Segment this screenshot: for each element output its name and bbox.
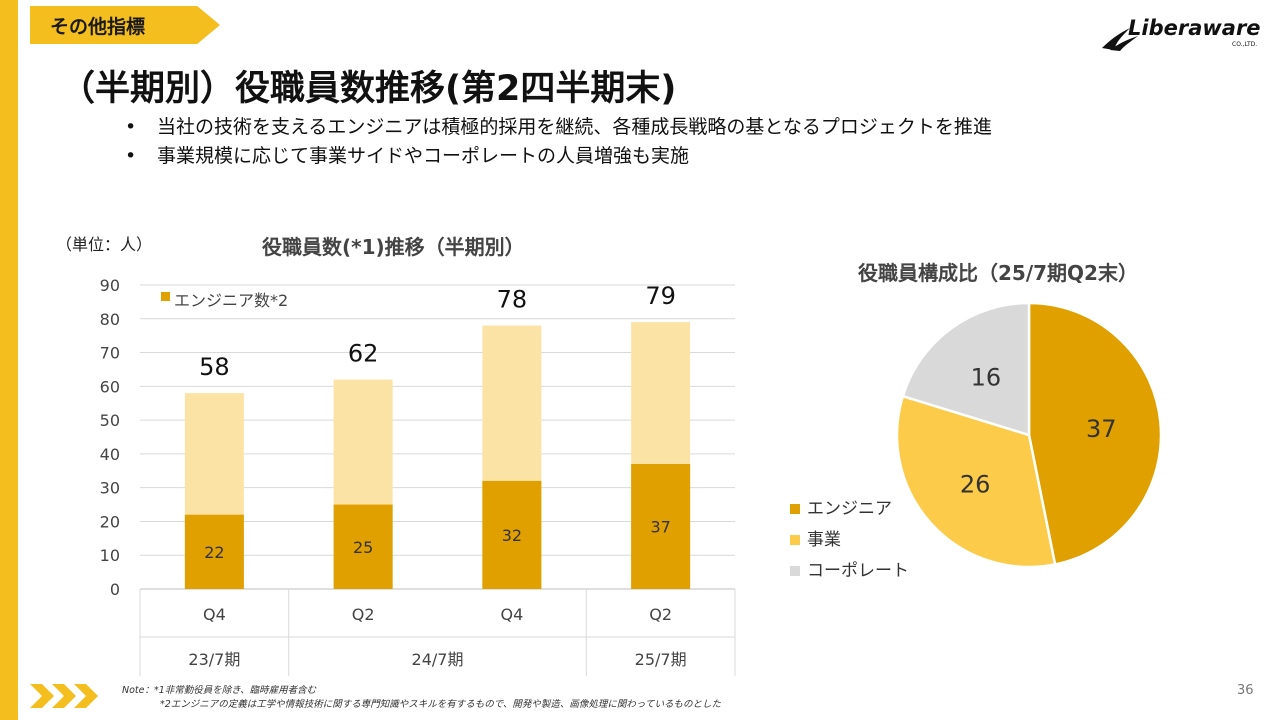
y-tick-label: 80 — [100, 310, 120, 329]
x-group-label: 25/7期 — [635, 650, 687, 669]
y-tick-label: 70 — [100, 344, 120, 363]
pie-legend-item: エンジニア — [790, 494, 909, 525]
legend-swatch — [790, 566, 800, 576]
pie-legend-item: 事業 — [790, 525, 909, 556]
footnote: Note：*1非常勤役員を除き、臨時雇用者含む *2エンジニアの定義は工学や情報… — [122, 684, 721, 712]
y-tick-label: 10 — [100, 546, 120, 565]
y-tick-label: 60 — [100, 377, 120, 396]
total-value-label: 58 — [199, 353, 230, 381]
engineer-value-label: 37 — [650, 518, 670, 537]
legend-swatch — [790, 504, 800, 514]
x-group-label: 23/7期 — [188, 650, 240, 669]
x-tick-label: Q4 — [500, 605, 523, 624]
x-group-label: 24/7期 — [412, 650, 464, 669]
pie-value-label: 26 — [960, 471, 991, 499]
page-number: 36 — [1237, 683, 1254, 698]
y-tick-label: 40 — [100, 445, 120, 464]
x-tick-label: Q2 — [649, 605, 672, 624]
x-tick-label: Q4 — [203, 605, 226, 624]
engineer-value-label: 32 — [502, 526, 522, 545]
y-tick-label: 50 — [100, 411, 120, 430]
pie-value-label: 37 — [1086, 415, 1117, 443]
x-tick-label: Q2 — [352, 605, 375, 624]
legend-swatch — [790, 535, 800, 545]
total-value-label: 62 — [348, 340, 379, 368]
total-value-label: 79 — [645, 282, 676, 310]
chevron-arrows-icon — [30, 680, 110, 712]
y-tick-label: 0 — [110, 580, 120, 599]
pie-value-label: 16 — [971, 364, 1002, 392]
bar-legend-swatch — [161, 292, 170, 301]
y-tick-label: 90 — [100, 276, 120, 295]
footnote-line-2: *2エンジニアの定義は工学や情報技術に関する専門知識やスキルを有するもので、開発… — [122, 698, 721, 712]
bar-legend-label: エンジニア数*2 — [174, 291, 288, 310]
footnote-line-1: Note：*1非常勤役員を除き、臨時雇用者含む — [122, 684, 721, 698]
engineer-value-label: 22 — [204, 543, 224, 562]
engineer-value-label: 25 — [353, 538, 373, 557]
pie-legend-item: コーポレート — [790, 556, 909, 587]
total-value-label: 78 — [497, 286, 528, 314]
pie-legend: エンジニア 事業 コーポレート — [790, 494, 909, 587]
y-tick-label: 20 — [100, 512, 120, 531]
y-tick-label: 30 — [100, 479, 120, 498]
